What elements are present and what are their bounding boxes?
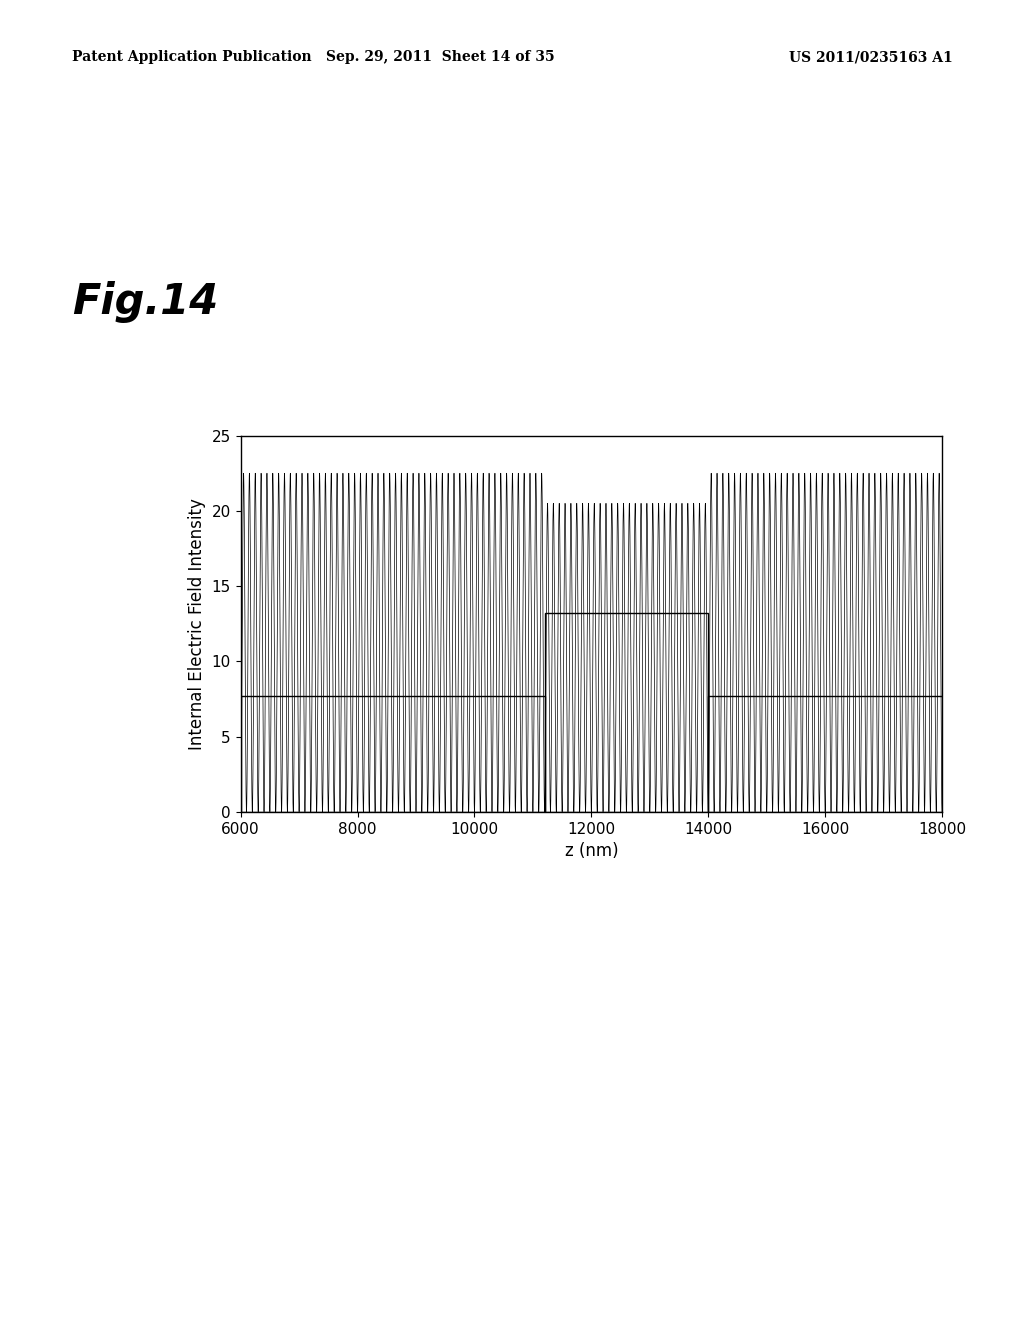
X-axis label: z (nm): z (nm) xyxy=(564,842,618,861)
Bar xyxy=(709,696,977,812)
Text: Patent Application Publication: Patent Application Publication xyxy=(72,50,311,65)
Bar xyxy=(545,614,709,812)
Text: Sep. 29, 2011  Sheet 14 of 35: Sep. 29, 2011 Sheet 14 of 35 xyxy=(326,50,555,65)
Text: US 2011/0235163 A1: US 2011/0235163 A1 xyxy=(788,50,952,65)
Text: Fig.14: Fig.14 xyxy=(72,281,218,323)
Y-axis label: Internal Electric Field Intensity: Internal Electric Field Intensity xyxy=(188,498,206,750)
Bar xyxy=(241,696,545,812)
